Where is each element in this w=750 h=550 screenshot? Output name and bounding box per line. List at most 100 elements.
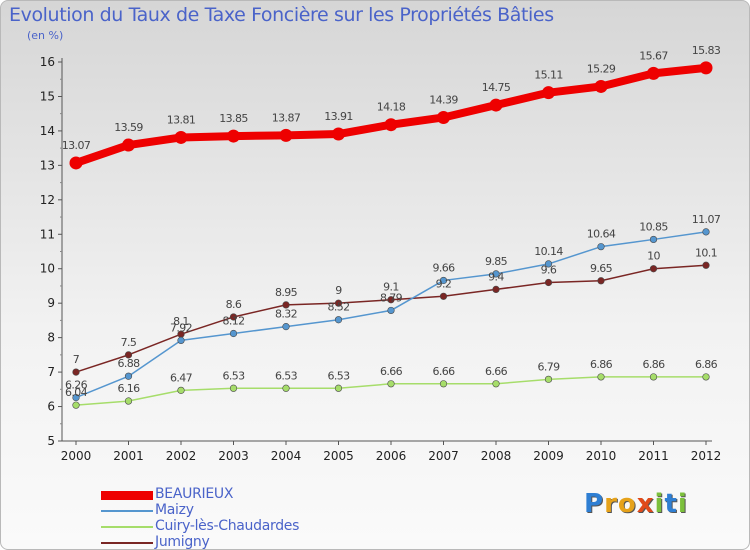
data-label: 6.16 — [117, 382, 140, 395]
y-tick-label: 9 — [47, 296, 55, 310]
data-point — [174, 130, 188, 144]
data-label: 9.65 — [590, 262, 613, 275]
data-point — [439, 380, 448, 388]
data-point — [282, 384, 290, 392]
data-point — [334, 316, 343, 324]
data-label: 10.1 — [695, 246, 717, 259]
data-point — [387, 296, 395, 304]
x-tick-label: 2004 — [271, 449, 302, 463]
logo-letter: i — [677, 489, 688, 519]
data-label: 6.66 — [485, 365, 508, 378]
data-label: 15.83 — [692, 44, 721, 57]
x-tick-label: 2010 — [586, 449, 617, 463]
data-point — [492, 380, 500, 388]
data-label: 9.6 — [541, 264, 557, 277]
data-point — [72, 393, 80, 402]
data-point — [72, 368, 80, 376]
data-point — [279, 128, 293, 142]
data-label: 15.29 — [587, 62, 616, 75]
x-tick-label: 2005 — [323, 449, 354, 463]
legend-label: Jumigny — [155, 534, 210, 550]
data-point — [489, 98, 503, 112]
data-label: 9.85 — [485, 255, 508, 268]
data-label: 6.53 — [222, 369, 245, 382]
data-point — [384, 118, 398, 132]
y-tick-label: 5 — [47, 434, 55, 448]
logo-letter: r — [604, 489, 618, 519]
legend-label: Cuiry-lès-Chaudardes — [155, 518, 300, 534]
data-point — [649, 235, 658, 244]
data-label: 8.79 — [380, 291, 403, 304]
legend-label: Maizy — [155, 502, 194, 518]
data-label: 8.95 — [275, 286, 298, 299]
y-tick-label: 6 — [47, 400, 55, 414]
data-label: 15.67 — [639, 49, 668, 62]
data-label: 9.4 — [488, 270, 504, 283]
x-tick-label: 2008 — [481, 449, 512, 463]
data-label: 7 — [73, 353, 80, 366]
data-point — [227, 129, 240, 143]
data-point — [439, 292, 448, 300]
x-tick-label: 2011 — [638, 449, 669, 463]
data-point — [544, 375, 553, 383]
data-point — [597, 277, 605, 285]
data-point — [334, 384, 343, 392]
data-label: 13.91 — [324, 110, 353, 123]
x-tick-label: 2001 — [113, 449, 144, 463]
data-label: 13.87 — [272, 111, 301, 124]
y-tick-label: 12 — [40, 193, 55, 207]
data-label: 15.11 — [534, 69, 563, 82]
data-label: 6.86 — [642, 358, 665, 371]
chart-subtitle: (en %) — [27, 29, 64, 42]
data-point — [72, 401, 80, 409]
legend-swatch — [101, 542, 153, 544]
data-label: 13.85 — [219, 112, 248, 125]
chart-title: Evolution du Taux de Taxe Foncière sur l… — [9, 4, 554, 26]
data-point — [229, 384, 238, 392]
y-tick-label: 14 — [40, 124, 55, 138]
data-label: 11.07 — [692, 213, 721, 226]
data-label: 6.86 — [695, 358, 718, 371]
data-label: 7.92 — [170, 321, 192, 334]
data-point — [542, 86, 555, 100]
proxiti-logo: Proxiti — [584, 489, 688, 519]
data-point — [702, 228, 710, 236]
data-point — [647, 66, 660, 80]
data-label: 10.64 — [587, 228, 616, 241]
x-tick-label: 2006 — [376, 449, 407, 463]
logo-letter: P — [584, 489, 605, 519]
y-tick-label: 8 — [47, 331, 55, 345]
data-label: 13.59 — [114, 121, 143, 134]
data-label: 8.12 — [222, 315, 244, 328]
data-label: 8.1 — [173, 315, 189, 328]
data-point — [702, 373, 710, 381]
data-label: 6.47 — [170, 371, 193, 384]
data-label: 6.04 — [65, 386, 88, 399]
data-label: 13.81 — [167, 113, 196, 126]
data-point — [282, 323, 290, 331]
data-label: 6.53 — [327, 369, 350, 382]
data-label: 6.86 — [590, 358, 613, 371]
data-point — [177, 386, 185, 394]
data-label: 7.5 — [121, 336, 137, 349]
data-point — [699, 61, 713, 75]
logo-letter: x — [636, 489, 655, 519]
data-point — [544, 278, 553, 287]
legend-label: BEAURIEUX — [155, 486, 234, 502]
data-point — [649, 265, 658, 273]
data-point — [594, 79, 608, 93]
y-tick-label: 10 — [40, 262, 55, 276]
legend-swatch — [101, 490, 153, 500]
data-point — [492, 285, 500, 294]
x-tick-label: 2000 — [61, 449, 92, 463]
data-label: 14.39 — [429, 93, 458, 106]
data-point — [229, 313, 238, 321]
data-point — [122, 138, 135, 152]
data-label: 6.26 — [65, 379, 88, 392]
data-label: 14.75 — [482, 81, 511, 94]
data-label: 9 — [335, 284, 342, 297]
data-label: 6.66 — [380, 365, 403, 378]
data-point — [177, 336, 185, 344]
data-label: 8.32 — [275, 308, 297, 321]
data-point — [437, 110, 450, 124]
